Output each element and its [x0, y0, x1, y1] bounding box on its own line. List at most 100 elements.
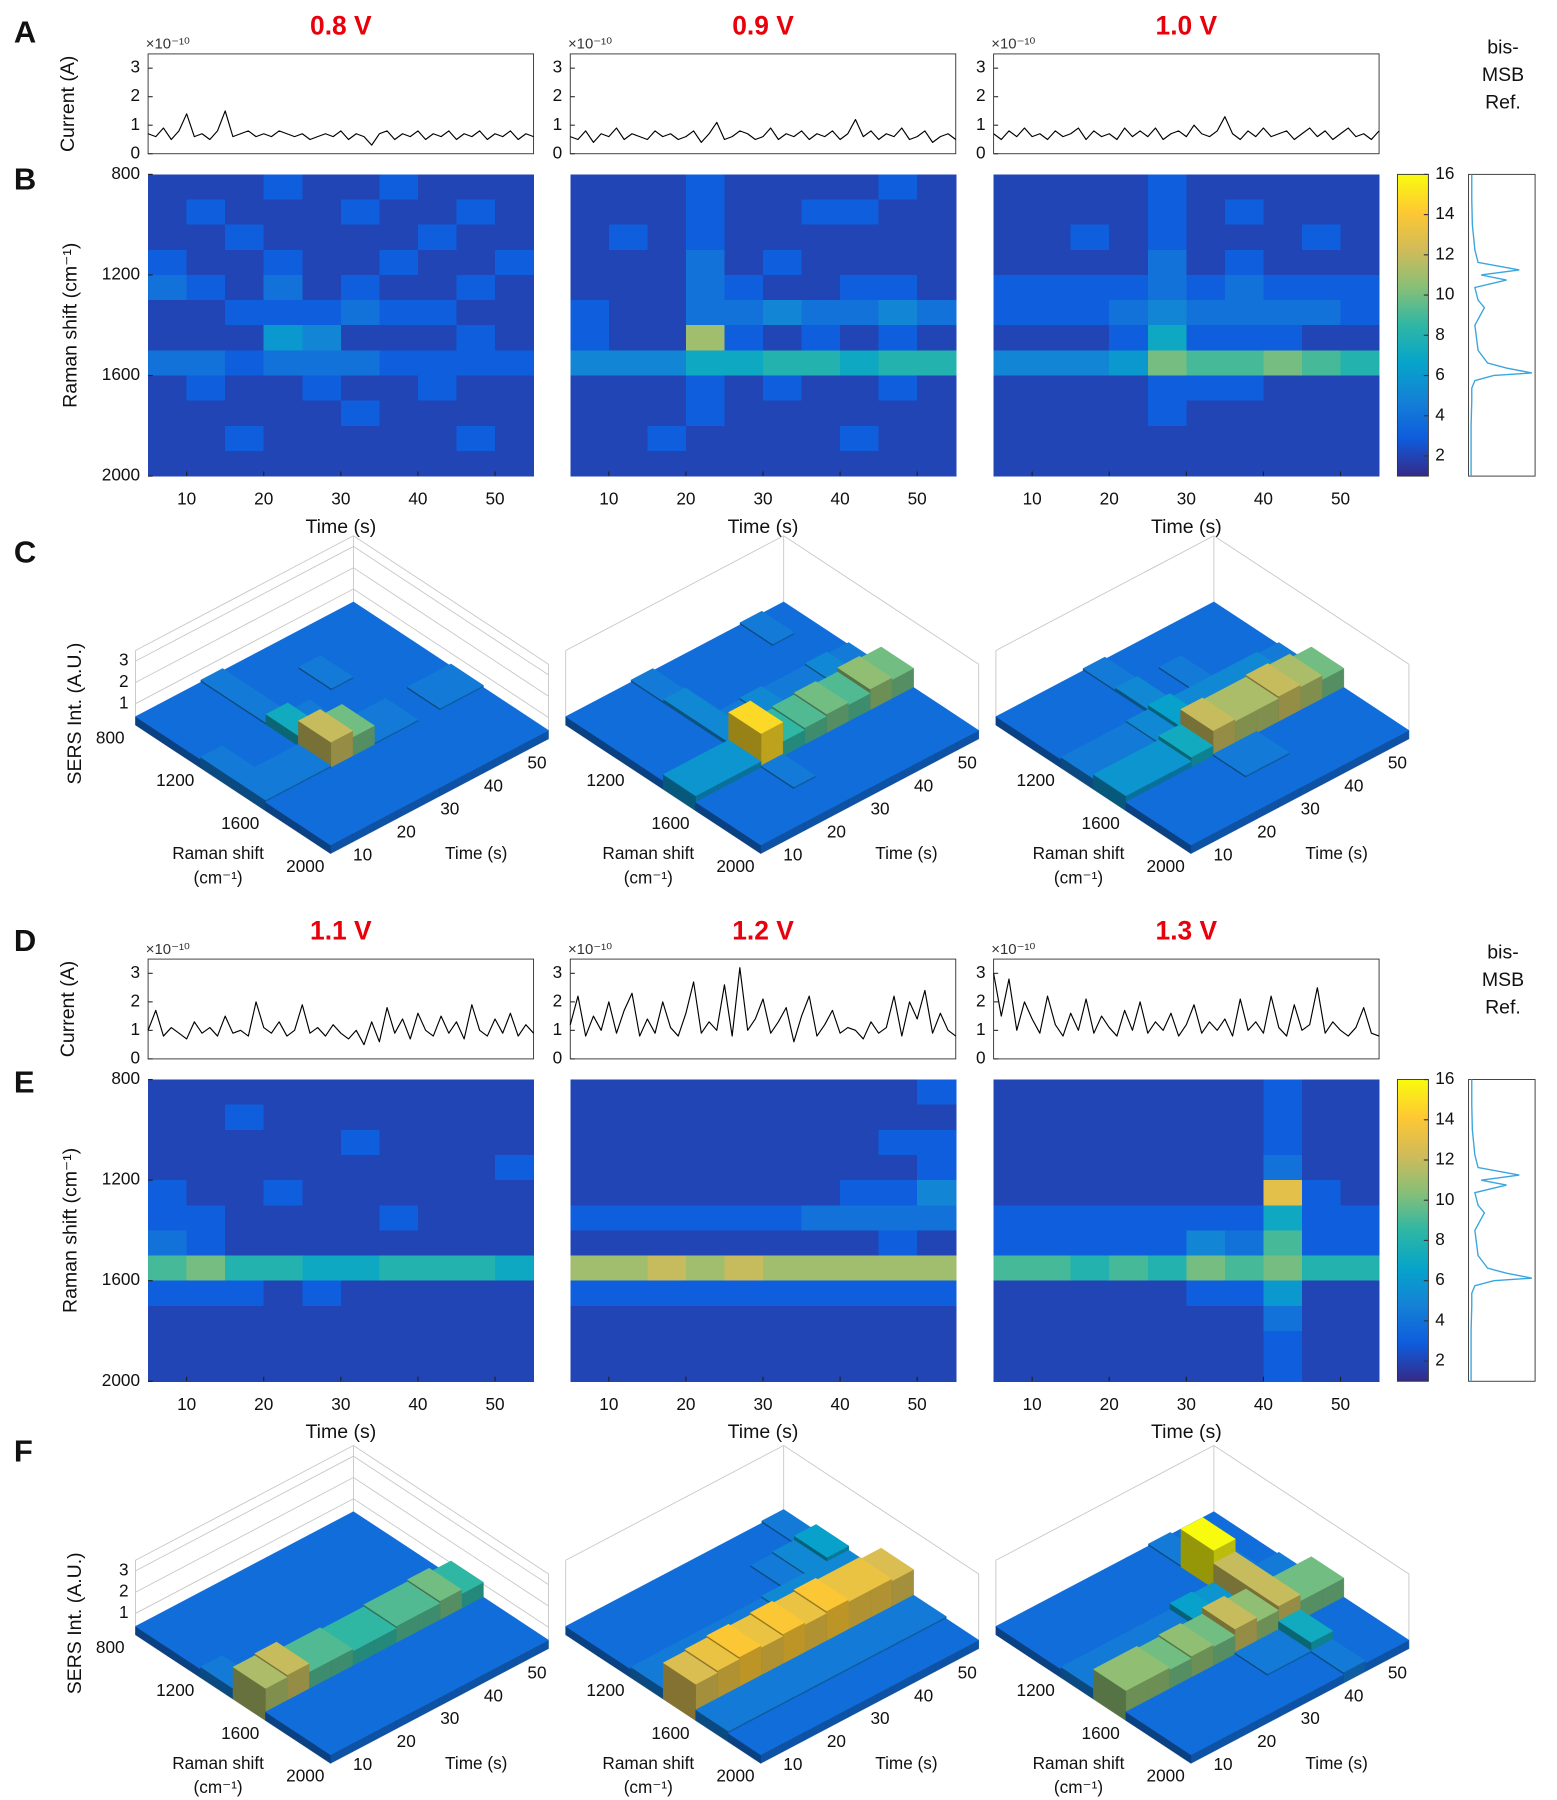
heatmap-cell: [917, 1154, 957, 1181]
time-tick-label: 40: [484, 1685, 503, 1705]
heatmap-cell: [724, 1104, 764, 1131]
heatmap-cell: [1070, 400, 1110, 427]
heatmap-cell: [724, 450, 764, 477]
heatmap-cell: [1186, 1330, 1226, 1357]
heatmap-cell: [495, 1180, 535, 1206]
surface-cell: [406, 1567, 463, 1602]
x-tick-label: 50: [1331, 489, 1350, 509]
time-tick-label: 20: [827, 821, 846, 841]
heatmap-cell: [801, 249, 841, 276]
y-tick-label: 2: [553, 990, 563, 1010]
shift-tick-label: 2000: [1147, 1766, 1185, 1786]
heatmap-cell: [917, 1205, 957, 1231]
heatmap-cell: [148, 400, 188, 427]
heatmap-cell: [763, 1230, 803, 1257]
heatmap-cell: [148, 224, 188, 251]
heatmap-cell: [763, 1180, 803, 1206]
x-axis-label: Time (s): [305, 516, 376, 538]
heatmap-cell: [1301, 1154, 1342, 1181]
heatmap-cell: [225, 400, 265, 427]
heatmap-cell: [993, 174, 1033, 201]
heatmap-cell: [917, 1280, 957, 1307]
heatmap-cell: [1301, 1230, 1342, 1257]
heatmap-cell: [340, 1154, 380, 1181]
heatmap-cell: [1186, 1356, 1226, 1382]
time-tick-label: 50: [527, 753, 546, 773]
heatmap-cell: [148, 274, 188, 301]
heatmap-cell: [417, 224, 458, 251]
heatmap-cell: [379, 1104, 419, 1131]
heatmap-cell: [878, 199, 918, 226]
time-tick-label: 30: [440, 1708, 459, 1728]
heatmap-cell: [456, 1356, 496, 1382]
x-tick-label: 20: [254, 1394, 273, 1414]
heatmap-cell: [495, 1255, 535, 1282]
heatmap-cell: [1301, 450, 1342, 477]
heatmap-cell: [148, 249, 188, 276]
heatmap-cell: [302, 400, 342, 427]
heatmap-cell: [685, 1104, 726, 1131]
heatmap-cell: [840, 224, 880, 251]
surface-cell: [297, 811, 353, 846]
shift-axis-label: (cm⁻¹): [1054, 867, 1103, 887]
heatmap-cell: [608, 1104, 648, 1131]
heatmap-cell: [1186, 1079, 1226, 1106]
heatmap-cell: [456, 425, 496, 452]
heatmap-cell: [1109, 1255, 1149, 1282]
heatmap-cell: [495, 199, 535, 226]
heatmap-cell: [570, 300, 610, 326]
heatmap-cell: [1032, 325, 1072, 351]
heatmap-cell: [1301, 400, 1342, 427]
heatmap-cell: [685, 400, 726, 427]
heatmap-cell: [379, 1305, 419, 1332]
heatmap-cell: [608, 1255, 648, 1282]
heatmap-cell: [1301, 350, 1342, 377]
surface-cell: [727, 1721, 783, 1756]
heatmap-cell: [763, 174, 803, 201]
heatmap-cell: [763, 375, 803, 402]
heatmap-cell: [801, 1154, 841, 1181]
surface-cell: [1158, 723, 1214, 758]
heatmap-cell: [1263, 350, 1303, 377]
heatmap-cell: [456, 274, 496, 301]
heatmap-cell: [878, 1280, 918, 1307]
heatmap-cell: [225, 1154, 265, 1181]
heatmap-cell: [840, 350, 880, 377]
heatmap-cell: [302, 224, 342, 251]
heatmap-cell: [1340, 1356, 1380, 1382]
heatmap-cell: [840, 300, 880, 326]
heatmap-cell: [1109, 300, 1149, 326]
axis-exponent: ×10⁻¹⁰: [146, 942, 190, 958]
time-tick-label: 10: [1213, 844, 1232, 864]
heatmap-cell: [647, 1280, 687, 1307]
heatmap-cell: [878, 274, 918, 301]
heatmap-cell: [379, 1180, 419, 1206]
heatmap-cell: [225, 1305, 265, 1332]
heatmap-cell: [456, 1205, 496, 1231]
heatmap-cell: [878, 450, 918, 477]
heatmap-cell: [840, 425, 880, 452]
heatmap-cell: [878, 1356, 918, 1382]
heatmap-cell: [1109, 1330, 1149, 1357]
time-axis-label: Time (s): [1305, 1753, 1367, 1773]
heatmap-cell: [1224, 425, 1265, 452]
colorbar-tick-label: 4: [1435, 1309, 1445, 1329]
heatmap-cell: [801, 224, 841, 251]
axis-exponent: ×10⁻¹⁰: [146, 37, 190, 53]
heatmap-cell: [608, 375, 648, 402]
current-trace: [147, 1001, 534, 1046]
heatmap-cell: [1224, 400, 1265, 427]
heatmap-cell: [724, 1154, 764, 1181]
heatmap-cell: [878, 1104, 918, 1131]
plot-frame: [569, 958, 957, 1060]
colorbar-tick-label: 6: [1435, 1269, 1445, 1289]
heatmap-cell: [1224, 300, 1265, 326]
heatmap-cell: [801, 1255, 841, 1282]
heatmap-cell: [801, 375, 841, 402]
heatmap-cell: [1340, 1330, 1380, 1357]
z-tick-label: 2: [119, 671, 129, 691]
heatmap-cell: [1032, 1280, 1072, 1307]
heatmap-cell: [1032, 300, 1072, 326]
heatmap-cell: [302, 1154, 342, 1181]
heatmap-cell: [608, 1079, 648, 1106]
